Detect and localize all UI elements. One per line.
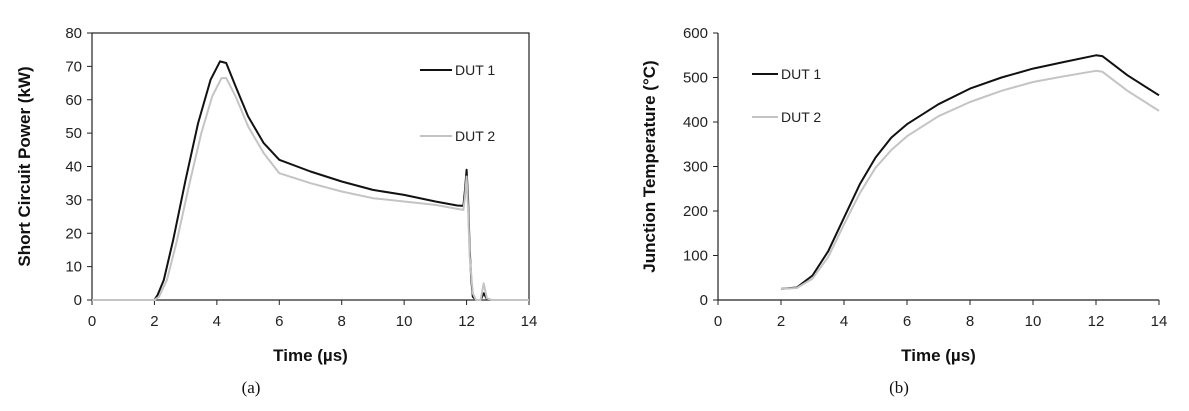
series-line-dut2 <box>92 77 529 301</box>
y-tick-label: 80 <box>65 25 82 42</box>
x-tick-label: 2 <box>150 313 158 330</box>
x-tick-label: 10 <box>1025 313 1042 330</box>
x-tick-label: 6 <box>275 313 283 330</box>
y-axis-title: Junction Temperature (°C) <box>640 60 659 272</box>
y-tick-label: 10 <box>65 259 82 276</box>
legend-label-dut2: DUT 2 <box>455 128 495 144</box>
y-tick-label: 30 <box>65 192 82 209</box>
x-tick-label: 0 <box>88 313 96 330</box>
x-tick-label: 4 <box>213 313 221 330</box>
y-tick-label: 50 <box>65 125 82 142</box>
x-tick-label: 2 <box>777 313 785 330</box>
x-tick-label: 4 <box>840 313 848 330</box>
x-axis-title: Time (µs) <box>273 346 348 365</box>
chart-power: 0 10 20 30 40 50 60 70 80 0 2 4 6 8 10 12 14 Time (µs) Sho… <box>15 25 537 397</box>
x-tick-label: 0 <box>714 313 722 330</box>
y-tick-label: 200 <box>683 203 708 220</box>
series-line-dut1 <box>92 60 529 301</box>
panel-caption: (a) <box>242 378 261 397</box>
x-axis-title: Time (µs) <box>901 346 976 365</box>
x-tick-label: 14 <box>521 313 538 330</box>
y-tick-label: 0 <box>74 292 82 309</box>
x-tick-label: 8 <box>966 313 974 330</box>
series-line-dut2 <box>780 69 1160 290</box>
y-tick-label: 400 <box>683 114 708 131</box>
chart-temperature: 0 100 200 300 400 500 600 0 2 4 6 8 10 12 14 Time (µs) J… <box>640 25 1167 397</box>
y-axis-title: Short Circuit Power (kW) <box>15 66 34 266</box>
x-tick-label: 10 <box>396 313 413 330</box>
legend-label-dut2: DUT 2 <box>781 109 821 125</box>
y-tick-label: 0 <box>700 292 708 309</box>
x-tick-label: 8 <box>338 313 346 330</box>
x-tick-label: 12 <box>1088 313 1105 330</box>
y-tick-label: 70 <box>65 58 82 75</box>
y-tick-label: 600 <box>683 25 708 42</box>
x-tick-label: 12 <box>458 313 475 330</box>
y-tick-label: 100 <box>683 248 708 265</box>
x-tick-label: 6 <box>903 313 911 330</box>
panel-caption: (b) <box>889 378 909 397</box>
y-tick-label: 500 <box>683 70 708 87</box>
y-tick-label: 300 <box>683 159 708 176</box>
series-line-dut1 <box>780 54 1160 290</box>
legend-label-dut1: DUT 1 <box>781 66 821 82</box>
y-tick-label: 60 <box>65 92 82 109</box>
y-tick-label: 40 <box>65 159 82 176</box>
legend-label-dut1: DUT 1 <box>455 62 495 78</box>
y-tick-label: 20 <box>65 225 82 242</box>
x-tick-label: 14 <box>1151 313 1168 330</box>
